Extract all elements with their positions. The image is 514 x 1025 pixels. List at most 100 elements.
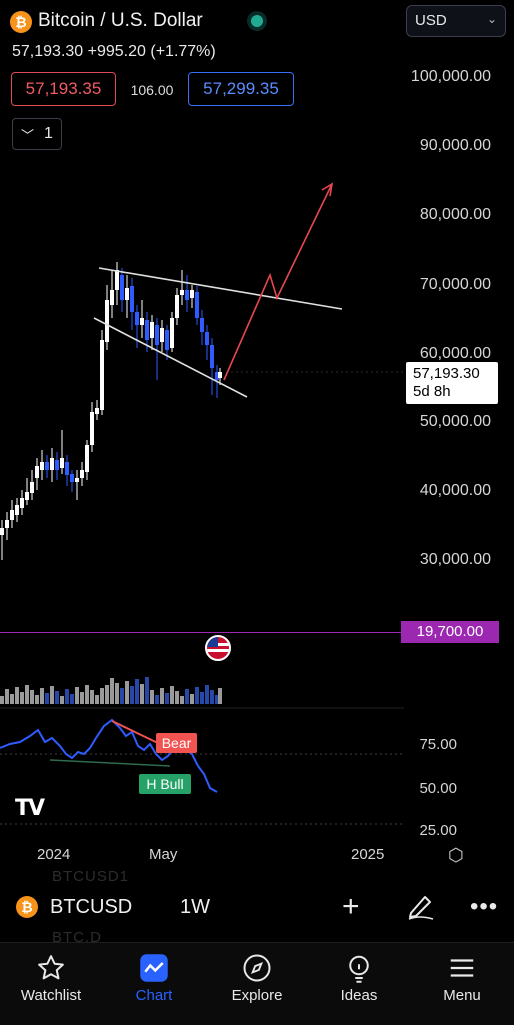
arrow-head-icon	[321, 182, 334, 197]
price-tick: 60,000.00	[419, 345, 491, 362]
sell-button[interactable]: 57,193.35	[11, 72, 116, 106]
candle-body	[35, 466, 39, 478]
interval-button[interactable]: 1W	[180, 896, 210, 918]
bar-countdown: 5d 8h	[413, 383, 451, 400]
candle-body	[90, 412, 94, 445]
price-tick: 30,000.00	[419, 551, 491, 568]
price-tick: 90,000.00	[419, 137, 491, 154]
lower-trendline[interactable]	[93, 317, 248, 398]
candle-body	[145, 320, 149, 340]
price-change: +995.20 (+1.77%)	[87, 43, 216, 60]
candle-body	[125, 288, 129, 300]
volume-bar	[95, 695, 99, 704]
volume-bar	[0, 696, 4, 704]
drawing-pen-icon[interactable]	[405, 891, 435, 921]
candle-body	[45, 462, 49, 470]
volume-bar	[170, 686, 174, 704]
currency-value: USD	[415, 12, 447, 29]
candle-body	[115, 270, 119, 290]
symbol-title[interactable]: Bitcoin / U.S. Dollar	[38, 10, 203, 31]
volume-bar	[190, 694, 194, 704]
price-tick: 40,000.00	[419, 482, 491, 499]
rsi-tick: 75.00	[419, 736, 457, 753]
volume-bar	[50, 686, 54, 704]
projection-path[interactable]	[223, 183, 333, 381]
volume-bar	[55, 691, 59, 704]
currency-select[interactable]: USD ⌄	[406, 5, 506, 37]
volume-bar	[160, 688, 164, 704]
candle-body	[55, 460, 59, 470]
nav-label: Watchlist	[20, 987, 82, 1004]
symbol-search-button[interactable]: BTCUSD	[50, 896, 133, 918]
rsi-pane[interactable]	[0, 708, 410, 838]
star-icon	[1, 949, 101, 987]
volume-bar	[150, 690, 154, 704]
nav-menu[interactable]: Menu	[412, 949, 512, 1004]
volume-bar	[140, 684, 144, 704]
nav-chart[interactable]: Chart	[104, 949, 204, 1004]
upper-trendline[interactable]	[98, 267, 343, 310]
chart-icon	[104, 949, 204, 987]
nav-label: Explore	[231, 987, 283, 1004]
bitcoin-logo-icon: ₿	[10, 11, 32, 33]
level-price-tag: 19,700.00	[401, 621, 499, 643]
bulb-icon	[309, 949, 409, 987]
volume-bar	[70, 694, 74, 704]
time-axis-label: May	[149, 846, 178, 863]
volume-bar	[30, 690, 34, 704]
candle-body	[195, 292, 199, 318]
volume-bar	[10, 694, 14, 704]
buy-button[interactable]: 57,299.35	[188, 72, 294, 106]
candle-body	[190, 290, 194, 298]
volume-bar	[175, 691, 179, 704]
candle-body	[25, 492, 29, 500]
candle-body	[165, 330, 169, 350]
candle-body	[185, 290, 189, 300]
volume-bar	[200, 692, 204, 704]
volume-bar	[35, 695, 39, 704]
candle-body	[135, 312, 139, 325]
candle-body	[70, 474, 74, 482]
market-open-indicator	[251, 15, 263, 27]
nav-watchlist[interactable]: Watchlist	[1, 949, 101, 1004]
price-tick: 100,000.00	[410, 68, 491, 85]
volume-bar	[100, 688, 104, 704]
indicator-toggle-button[interactable]: ﹀ 1	[12, 118, 62, 150]
candle-body	[120, 275, 124, 300]
price-chart[interactable]	[0, 0, 514, 720]
price-tick: 50,000.00	[419, 413, 491, 430]
price-tick: 70,000.00	[419, 276, 491, 293]
candle-body	[200, 318, 204, 332]
candle-body	[65, 462, 69, 475]
volume-bar	[80, 692, 84, 704]
bull-divergence-line	[49, 759, 171, 767]
volume-bar	[115, 683, 119, 704]
bitcoin-logo-icon: ₿	[16, 896, 38, 918]
candle-body	[155, 325, 159, 345]
volume-bars	[0, 677, 222, 704]
candle-body	[15, 505, 19, 515]
candle-body	[85, 445, 89, 472]
chevron-down-icon: ﹀	[21, 127, 35, 143]
us-flag-event-icon[interactable]	[205, 635, 231, 661]
horizontal-level-line[interactable]	[0, 632, 402, 633]
price-tick: 80,000.00	[419, 206, 491, 223]
price-line: 57,193.30 +995.20 (+1.77%)	[12, 43, 216, 61]
more-options-icon[interactable]: •••	[470, 893, 499, 920]
bear-divergence-line	[111, 720, 161, 745]
nav-ideas[interactable]: Ideas	[309, 949, 409, 1004]
candle-body	[20, 498, 24, 508]
candle-body	[180, 290, 184, 295]
candle-body	[218, 372, 222, 378]
candle-body	[50, 458, 54, 470]
settings-gear-icon[interactable]: ⬡	[448, 845, 464, 865]
volume-bar	[145, 677, 149, 704]
candle-body	[100, 340, 104, 410]
volume-bar	[5, 689, 9, 704]
volume-bar	[130, 686, 134, 704]
add-icon[interactable]: +	[342, 890, 360, 923]
volume-bar	[110, 678, 114, 704]
rsi-tick: 50.00	[419, 780, 457, 797]
rsi-tick: 25.00	[419, 822, 457, 836]
nav-explore[interactable]: Explore	[207, 949, 307, 1004]
